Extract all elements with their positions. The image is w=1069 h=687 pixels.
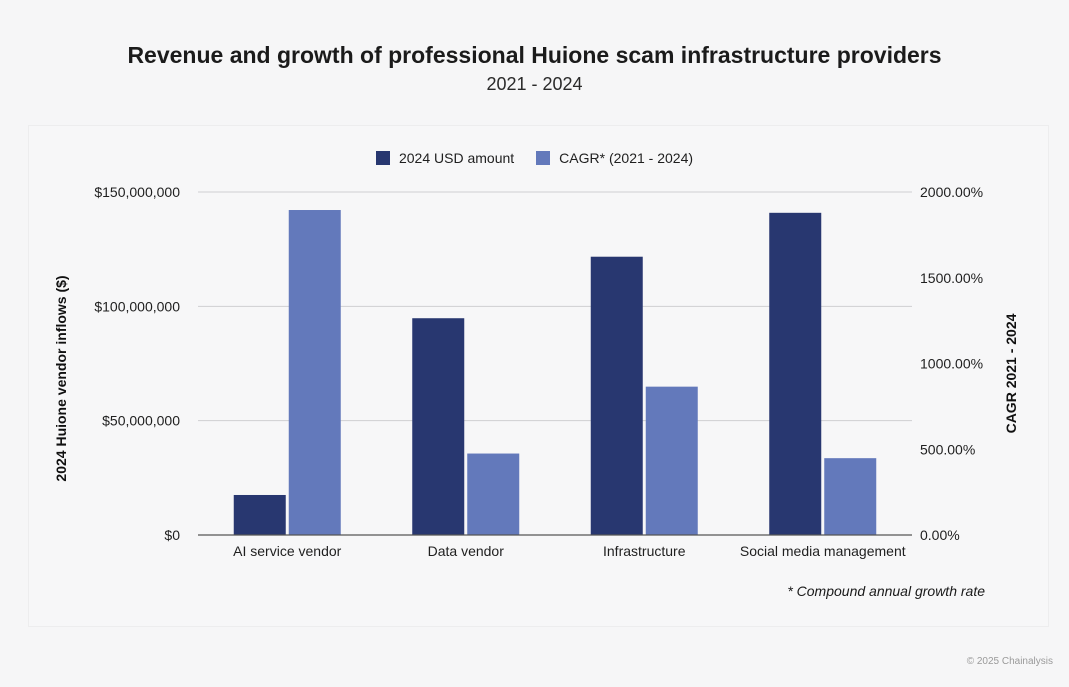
y-axis-title-right: CAGR 2021 - 2024 xyxy=(1003,313,1019,433)
chart-legend: 2024 USD amount CAGR* (2021 - 2024) xyxy=(0,150,1069,166)
bar-usd xyxy=(769,212,822,536)
legend-swatch-usd xyxy=(375,151,390,165)
bar-cagr xyxy=(288,210,341,535)
y-tick-label-left: $100,000,000 xyxy=(94,298,180,314)
x-tick-label: Social media management xyxy=(740,543,906,559)
legend-label-usd: 2024 USD amount xyxy=(398,150,515,166)
footnote: * Compound annual growth rate xyxy=(787,583,985,599)
y-axis-title-left: 2024 Huione vendor inflows ($) xyxy=(53,275,69,481)
bar-cagr xyxy=(467,453,520,535)
y-tick-label-right: 1500.00% xyxy=(920,270,983,286)
legend-swatch-cagr xyxy=(536,151,551,165)
y-tick-label-right: 1000.00% xyxy=(920,356,983,372)
y-tick-label-right: 500.00% xyxy=(920,441,975,457)
bar-cagr xyxy=(645,386,698,535)
bar-cagr xyxy=(824,458,877,535)
y-tick-label-left: $150,000,000 xyxy=(94,184,180,200)
y-tick-label-right: 0.00% xyxy=(920,527,960,543)
bar-usd xyxy=(233,494,286,535)
chart-subtitle: 2021 - 2024 xyxy=(486,74,583,94)
legend-label-cagr: CAGR* (2021 - 2024) xyxy=(559,150,694,166)
x-tick-label: Data vendor xyxy=(428,543,505,559)
legend-item-cagr: CAGR* (2021 - 2024) xyxy=(536,150,693,166)
x-tick-label: Infrastructure xyxy=(603,543,686,559)
copyright-credit: © 2025 Chainalysis xyxy=(966,656,1053,667)
legend-item-usd: 2024 USD amount xyxy=(375,150,515,166)
chart-title: Revenue and growth of professional Huion… xyxy=(127,42,942,68)
bar-usd xyxy=(590,256,643,535)
y-tick-label-right: 2000.00% xyxy=(920,184,983,200)
chart-panel xyxy=(28,125,1049,627)
y-tick-label-left: $0 xyxy=(164,527,180,543)
bar-usd xyxy=(412,318,465,535)
y-tick-label-left: $50,000,000 xyxy=(102,413,180,429)
x-tick-label: AI service vendor xyxy=(233,543,341,559)
